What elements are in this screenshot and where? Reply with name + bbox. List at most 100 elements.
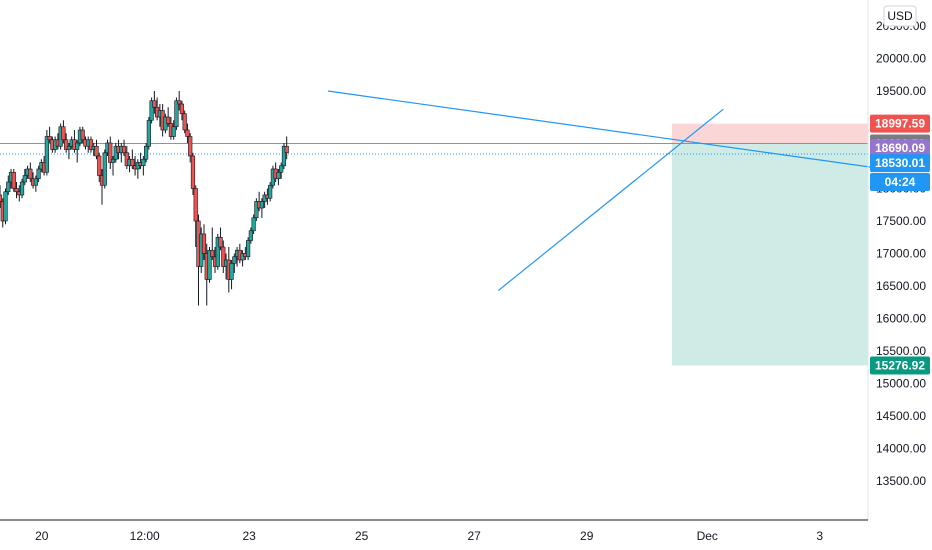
candle	[121, 139, 127, 156]
time-tick-label: 29	[580, 529, 594, 543]
candle-body	[149, 100, 154, 121]
candle	[19, 178, 25, 199]
candle	[0, 185, 3, 208]
candle	[177, 91, 182, 111]
candle	[28, 162, 33, 182]
time-tick-label: 12:00	[130, 529, 160, 543]
price-tag: 18530.01	[870, 154, 930, 173]
price-tick-label: 17500.00	[876, 214, 926, 228]
candle	[61, 120, 66, 143]
candle-body	[3, 191, 8, 222]
price-tag-label: 04:24	[885, 175, 916, 189]
price-tag-background	[870, 173, 930, 191]
candle-body	[190, 155, 196, 189]
candle-body	[61, 126, 66, 141]
candle-body	[11, 171, 16, 189]
candle-body	[47, 136, 52, 141]
candle	[144, 143, 149, 163]
candle	[14, 182, 19, 199]
candle-body	[152, 100, 157, 108]
candle-body	[193, 188, 198, 222]
currency-button[interactable]: USD	[883, 5, 917, 27]
time-axis: 20 12:00 23 25 27 29 Dec 3	[35, 529, 823, 543]
candle	[141, 156, 146, 176]
price-tag: 04:24	[870, 173, 930, 191]
candle	[251, 214, 256, 234]
candle	[64, 133, 69, 153]
price-tick-label: 13500.00	[876, 474, 926, 488]
price-tick-label: 20000.00	[876, 52, 926, 66]
candle	[94, 139, 99, 160]
candle-body	[22, 175, 27, 183]
stop-loss-zone[interactable]	[671, 123, 868, 144]
candle-body	[88, 139, 94, 150]
price-tick-label: 16000.00	[876, 312, 926, 326]
candle	[174, 97, 179, 130]
candle	[188, 133, 193, 163]
price-tag: 18997.59	[870, 114, 930, 133]
candle	[190, 152, 196, 195]
candle	[166, 107, 171, 127]
candle	[246, 237, 251, 260]
candle-body	[210, 249, 215, 258]
candle-body	[284, 145, 289, 154]
price-tick-label: 15500.00	[876, 344, 926, 358]
candle-body	[188, 136, 193, 157]
candle-body	[80, 129, 85, 141]
candle-body	[182, 113, 187, 131]
candle	[36, 165, 41, 182]
candle	[110, 156, 116, 176]
time-tick-label: 27	[468, 529, 482, 543]
trendlines	[327, 90, 885, 292]
candle	[284, 136, 289, 160]
candle	[97, 152, 102, 182]
candle-body	[179, 103, 185, 115]
candle-body	[185, 129, 190, 137]
take-profit-zone[interactable]	[671, 143, 868, 366]
price-tags: 18997.5918691.5018690.0918530.0104:24152…	[870, 114, 930, 375]
candle	[229, 260, 234, 290]
position-zones	[671, 123, 868, 366]
candle	[102, 149, 107, 189]
price-tag-label: 18530.01	[875, 156, 925, 170]
candle	[185, 123, 190, 143]
candle-body	[102, 152, 107, 186]
candle	[130, 149, 135, 169]
time-tick-label: Dec	[697, 529, 718, 543]
candle	[215, 234, 220, 270]
price-tag-label: 18690.09	[875, 141, 925, 155]
candle-body	[254, 201, 259, 219]
candle-body	[33, 178, 38, 186]
price-tag-background	[870, 356, 930, 375]
candle-body	[97, 155, 102, 176]
price-tag-background	[870, 154, 930, 173]
candle	[66, 143, 72, 160]
candle	[149, 97, 154, 124]
candle	[11, 169, 16, 192]
trendline[interactable]	[327, 90, 885, 170]
candle-body	[281, 145, 287, 167]
candle-body	[276, 171, 281, 180]
candle	[44, 130, 49, 176]
candle-body	[229, 262, 234, 280]
currency-label: USD	[887, 9, 913, 23]
candle-body	[64, 139, 69, 150]
price-tag: 18690.09	[870, 139, 930, 158]
candle-body	[121, 145, 127, 154]
price-axis: 20500.0020000.0019500.0019000.0018500.00…	[876, 19, 926, 488]
candle	[6, 175, 11, 195]
candle	[171, 120, 176, 140]
candle-body	[207, 249, 212, 280]
candles	[0, 91, 289, 306]
candle-body	[171, 126, 176, 137]
candle	[232, 253, 237, 273]
trendline[interactable]	[497, 108, 724, 292]
candle-body	[166, 116, 171, 124]
candle-body	[75, 142, 80, 150]
price-tick-label: 17000.00	[876, 247, 926, 261]
price-tag-label: 15276.92	[875, 359, 925, 373]
price-tick-label: 15000.00	[876, 377, 926, 391]
time-tick-label: 3	[816, 529, 823, 543]
candle	[268, 182, 273, 202]
